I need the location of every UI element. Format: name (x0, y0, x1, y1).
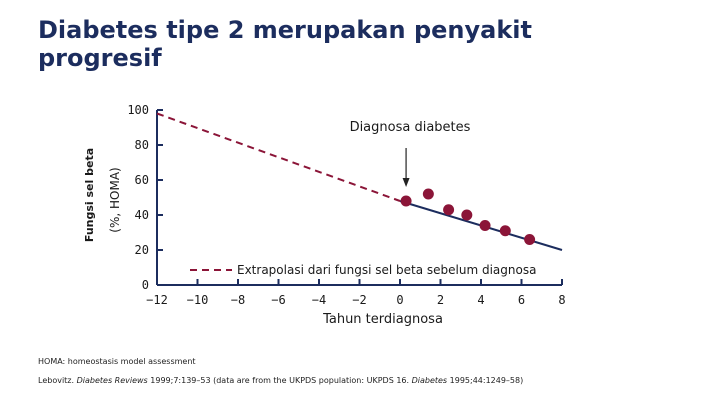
data-points (400, 188, 536, 245)
citation-journal-2: Diabetes (411, 376, 448, 385)
footnote-citation: Lebovitz. Diabetes Reviews 1999;7:139–53… (38, 376, 523, 385)
citation-part-1: Lebovitz. (38, 376, 77, 385)
data-point (422, 188, 434, 200)
y-tick-label: 20 (135, 243, 149, 257)
y-tick-label: 80 (135, 138, 149, 152)
chart-labels: Diagnosa diabetes Extrapolasi dari fungsi… (83, 120, 536, 327)
annotation-label: Diagnosa diabetes (350, 120, 471, 135)
y-axis-label-line1: Fungsi sel beta (83, 148, 96, 242)
y-tick-label: 0 (142, 278, 149, 292)
x-tick-label: −12 (146, 293, 168, 307)
citation-part-3: 1995;44:1249–58) (447, 376, 524, 385)
citation-journal-1: Diabetes Reviews (76, 376, 148, 385)
x-tick-label: 0 (396, 293, 403, 307)
x-tick-label: 6 (518, 293, 525, 307)
slide-title: Diabetes tipe 2 merupakan penyakit progr… (38, 16, 532, 72)
y-axis-label-line2: (%, HOMA) (108, 167, 122, 232)
x-tick-label: −6 (271, 293, 285, 307)
data-point (499, 225, 511, 237)
footnote-abbreviation: HOMA: homeostasis model assessment (38, 357, 196, 366)
data-point (479, 220, 491, 231)
y-tick-label: 60 (135, 173, 149, 187)
y-tick-label: 100 (127, 103, 149, 117)
x-tick-label: 8 (558, 293, 565, 307)
x-tick-label: 4 (477, 293, 484, 307)
x-tick-label: −2 (352, 293, 366, 307)
annotation-arrowhead (402, 178, 410, 187)
legend-label-extrapolation: Extrapolasi dari fungsi sel beta sebelum… (237, 263, 536, 277)
data-point (400, 195, 412, 207)
axes: 0 20 40 60 80 100 −12 −10 −8 −6 −4 −2 0 2 4 6 8 (127, 103, 565, 307)
citation-part-2: 1999;7:139–53 (data are from the UKPDS p… (147, 376, 412, 385)
y-tick-label: 40 (135, 208, 149, 222)
data-point (461, 209, 473, 221)
x-tick-label: −4 (312, 293, 326, 307)
x-tick-label: −10 (187, 293, 209, 307)
x-axis-label: Tahun terdiagnosa (322, 312, 443, 327)
data-point (524, 234, 536, 245)
x-tick-label: −8 (231, 293, 245, 307)
x-tick-label: 2 (437, 293, 444, 307)
data-point (443, 204, 455, 216)
